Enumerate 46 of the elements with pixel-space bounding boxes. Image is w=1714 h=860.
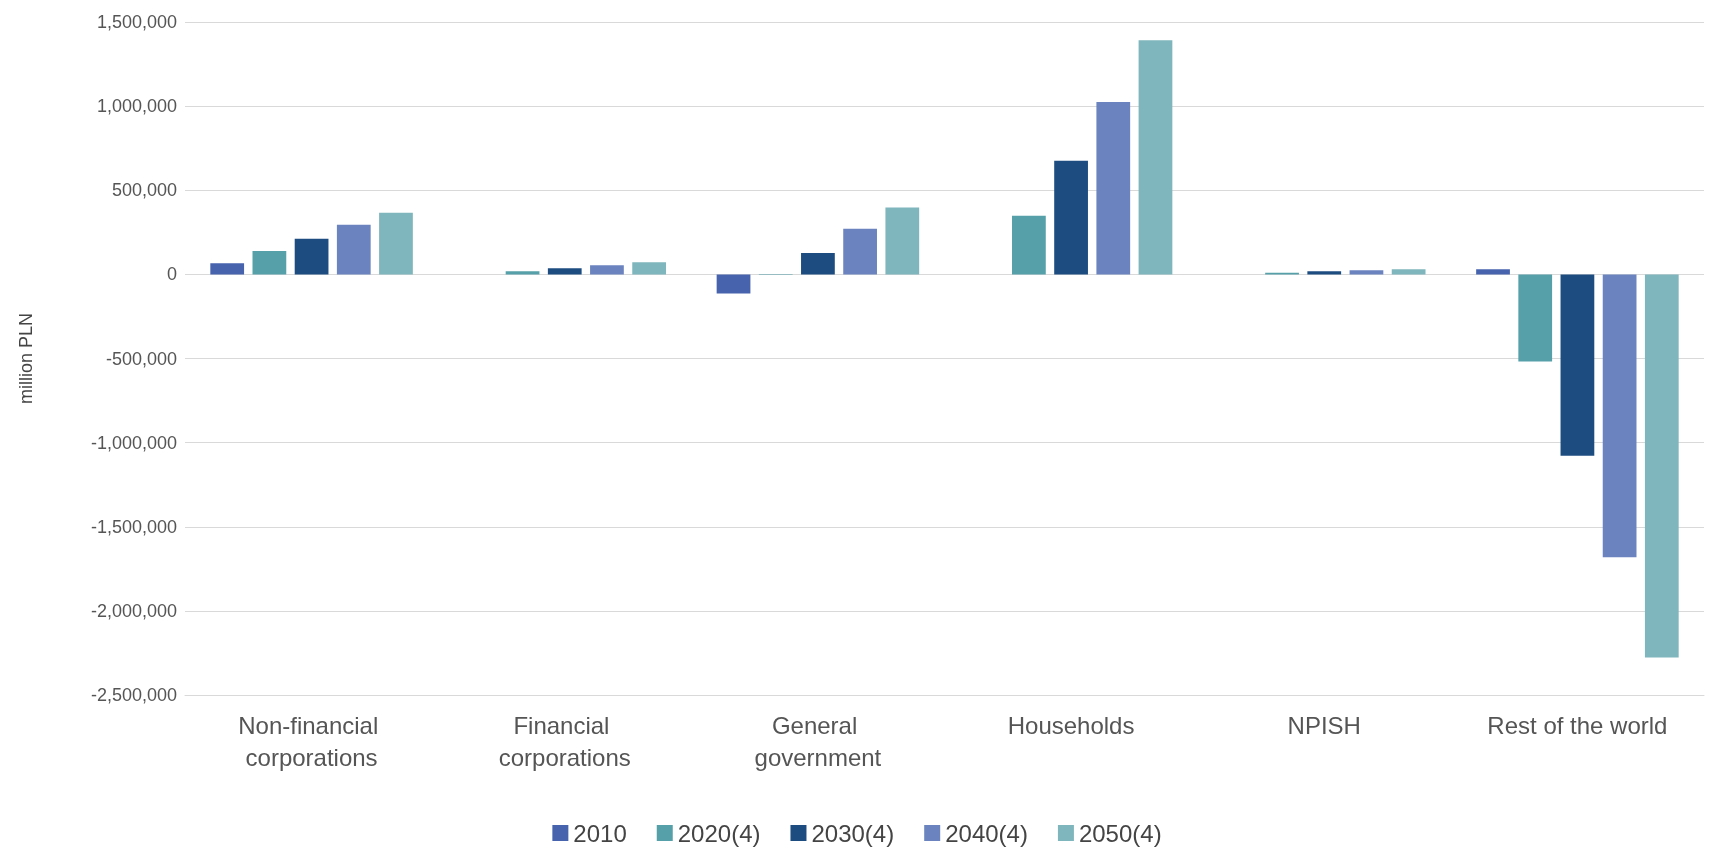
bar — [1012, 215, 1046, 275]
legend-label: 2050(4) — [1078, 819, 1162, 847]
y-tick-label: -2,000,000 — [90, 600, 177, 621]
x-tick-label: Financial corporations — [498, 711, 631, 771]
bar — [590, 265, 624, 275]
bar — [505, 271, 540, 275]
legend-label: 2020(4) — [677, 819, 761, 847]
bar — [1138, 40, 1173, 275]
bar — [547, 268, 582, 275]
bar — [885, 207, 920, 275]
y-axis-title: million PLN — [16, 312, 36, 405]
bar — [252, 250, 287, 275]
bar — [1349, 270, 1384, 275]
legend-label: 2010 — [573, 819, 627, 847]
bar — [1518, 274, 1553, 362]
y-tick-label: 1,500,000 — [96, 12, 177, 32]
x-tick-label: General government — [754, 711, 882, 771]
y-tick-label: -1,500,000 — [90, 516, 177, 537]
bar — [632, 262, 667, 275]
y-tick-label: -2,500,000 — [90, 685, 177, 705]
y-tick-label: -1,000,000 — [90, 432, 177, 453]
bar — [379, 212, 413, 275]
y-tick-label: 500,000 — [111, 180, 177, 201]
x-tick-label: Rest of the world — [1487, 711, 1668, 739]
bar — [843, 228, 877, 275]
bar — [1391, 269, 1426, 275]
x-tick-label: Non-financial corporations — [238, 711, 385, 771]
bar — [1307, 271, 1342, 275]
bar — [1560, 274, 1595, 456]
x-tick-label: Households — [1007, 711, 1135, 739]
bar — [716, 274, 751, 294]
x-tick-label: NPISH — [1287, 711, 1361, 739]
bar — [1644, 274, 1679, 658]
legend-label: 2040(4) — [945, 819, 1028, 847]
bar — [294, 238, 329, 275]
y-tick-label: -500,000 — [105, 348, 177, 369]
y-tick-label: 0 — [166, 264, 177, 285]
bar — [336, 224, 371, 275]
legend-label: 2030(4) — [811, 819, 895, 847]
bar — [210, 263, 245, 275]
bar — [1476, 269, 1510, 275]
y-tick-label: 1,000,000 — [96, 96, 177, 117]
bar — [1602, 274, 1637, 558]
bar — [1054, 160, 1088, 275]
bar — [801, 253, 835, 275]
bar — [1096, 102, 1131, 275]
